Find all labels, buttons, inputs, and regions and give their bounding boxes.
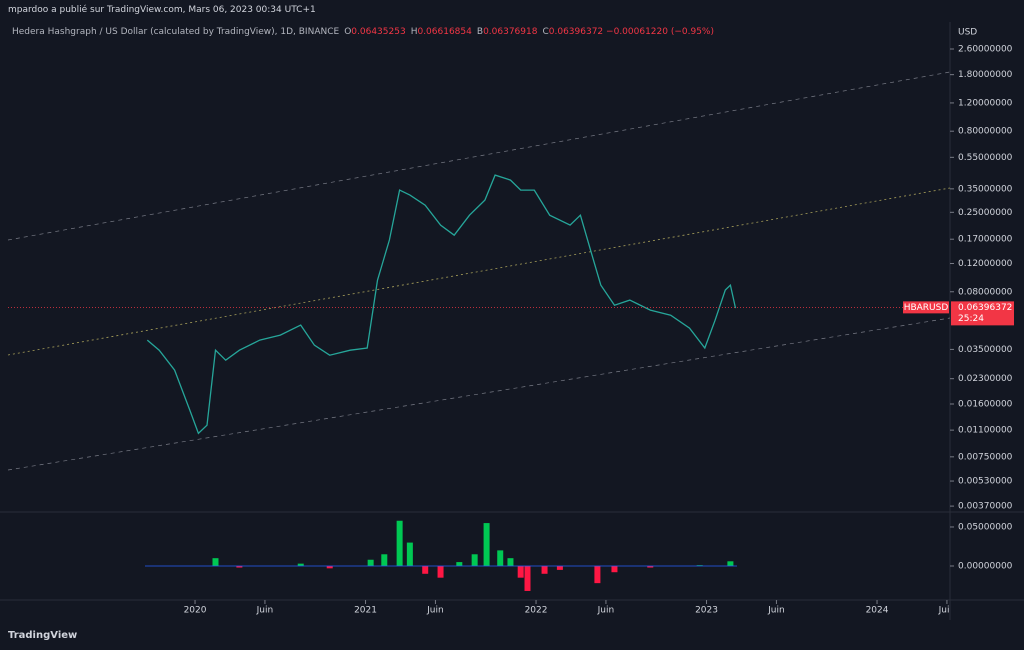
x-tick-label: Juin [767, 606, 785, 616]
osc-bar [517, 565, 524, 578]
symbol-tag [903, 301, 949, 314]
price-value: 0.06396372 [958, 303, 1012, 313]
plot: 2020 Juin 2021 Juin 2022 Juin 2023 Juin 2024 Juin [8, 174, 956, 616]
x-tick-label: Juin [426, 606, 444, 616]
y-tick-label: 0.01600000 [958, 399, 1013, 409]
axes: 2.60000000 1.80000000 1.20000000 0.80000000… [194, 45, 1014, 604]
osc-bar [381, 554, 388, 566]
osc-bar [507, 558, 514, 566]
osc-bar [483, 523, 490, 566]
ohlc-key: O [344, 27, 352, 37]
y-tick-label: 0.01100000 [958, 426, 1013, 436]
currency: USD [958, 28, 977, 38]
ohlc-item: B0.06376918 [477, 27, 538, 37]
y-tick-label: 1.20000000 [958, 98, 1013, 108]
osc-bar [396, 520, 403, 566]
ohlc-value: 0.06396372 [548, 27, 604, 37]
osc-bar [594, 565, 601, 584]
trend-line [7, 187, 951, 356]
osc-bar [367, 559, 374, 566]
y-tick-label: 1.80000000 [958, 70, 1013, 80]
price-tag [951, 301, 1014, 326]
ohlc-key: B [476, 27, 484, 37]
change: −0.00061220 (−0.95%) [606, 27, 714, 37]
osc-bar [297, 563, 304, 566]
x-tick-label: Juin [256, 606, 274, 616]
brand: TradingView [8, 630, 78, 641]
ohlc-item: O0.06435253 [344, 27, 406, 37]
osc-bar [456, 562, 463, 566]
osc-bar [524, 565, 531, 591]
ohlc-item: H0.06616854 [411, 27, 472, 37]
osc-bar [611, 565, 618, 573]
x-tick-label: Juin [597, 606, 615, 616]
osc-bar [556, 565, 563, 570]
x-tick-label: 2022 [525, 606, 548, 616]
osc-bar [326, 565, 333, 569]
osc-bar [727, 561, 734, 566]
ohlc-key: C [542, 27, 549, 37]
y-tick-label: 2.60000000 [958, 45, 1013, 55]
osc-bar [647, 565, 654, 568]
y-tick-label: 0.02300000 [958, 374, 1013, 384]
osc-bar [471, 554, 478, 566]
y-tick-label: 0.08000000 [958, 287, 1013, 297]
y-tick-label: 0.00000000 [958, 561, 1013, 571]
y-tick-label: 0.00530000 [958, 477, 1013, 487]
y-tick-label: 0.35000000 [958, 184, 1013, 194]
x-tick-label: 2024 [866, 606, 889, 616]
y-tick-label: 0.12000000 [958, 259, 1013, 269]
y-tick-label: 0.05000000 [958, 522, 1013, 532]
osc-bar [212, 558, 219, 566]
ohlc-value: 0.06616854 [417, 27, 472, 37]
ohlc-key: H [410, 27, 418, 37]
y-tick-label: 0.55000000 [958, 153, 1013, 163]
y-tick-label: 0.17000000 [958, 235, 1013, 245]
osc-bar [406, 542, 413, 566]
trend-line [7, 317, 951, 471]
symbol-label: HBARUSD [904, 303, 949, 313]
legend: Hedera Hashgraph / US Dollar (calculated… [12, 27, 714, 37]
trend-line [7, 71, 951, 241]
price-line [146, 174, 737, 435]
countdown: 25:24 [958, 314, 984, 324]
osc-bar [541, 565, 548, 574]
y-tick-label: 0.80000000 [958, 127, 1013, 137]
symbol: Hedera Hashgraph / US Dollar (calculated… [12, 27, 340, 37]
x-tick-label: 2020 [184, 606, 207, 616]
y-tick-label: 0.25000000 [958, 208, 1013, 218]
x-tick-label: Juin [938, 606, 956, 616]
ohlc-item: C0.06396372 [542, 27, 603, 37]
osc-bar [236, 565, 243, 568]
osc-bar [422, 565, 429, 574]
publisher: mpardoo a publié sur TradingView.com, Ma… [8, 5, 316, 15]
y-tick-label: 0.00370000 [958, 502, 1013, 512]
y-tick-label: 0.03500000 [958, 345, 1013, 355]
y-tick-label: 0.00750000 [958, 452, 1013, 462]
ohlc-value: 0.06435253 [351, 27, 406, 37]
osc-bar [497, 550, 504, 566]
ohlc-value: 0.06376918 [483, 27, 538, 37]
osc-bar [437, 565, 444, 578]
x-tick-label: 2023 [695, 606, 718, 616]
x-tick-label: 2021 [354, 606, 377, 616]
